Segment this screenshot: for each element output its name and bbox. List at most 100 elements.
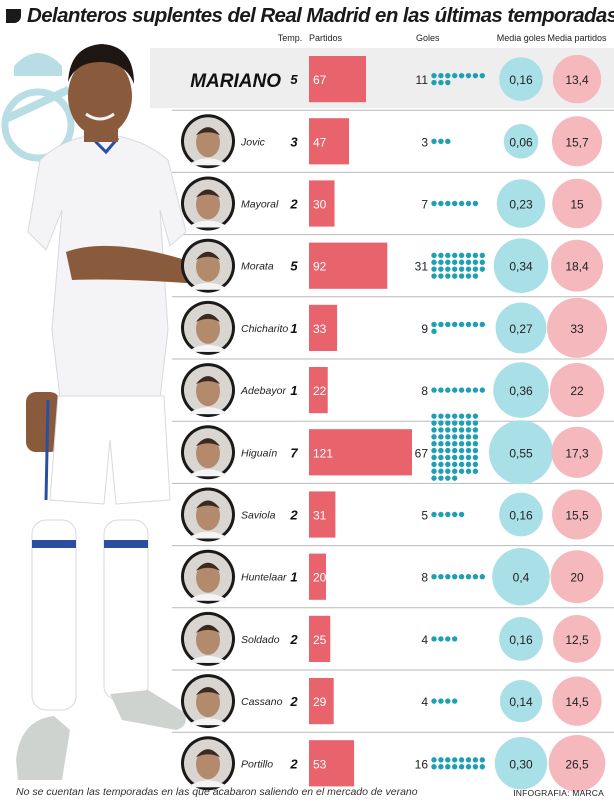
partidos-label: 92 [313, 260, 327, 274]
media-goles-circle [489, 420, 553, 485]
goal-dot [445, 321, 451, 328]
goal-dot [472, 454, 479, 461]
media-partidos-label: 15 [570, 198, 584, 212]
credit: INFOGRAFIA: MARCA [513, 788, 604, 798]
goal-dot [445, 413, 451, 419]
goal-dot [431, 511, 437, 518]
goal-dot [472, 757, 479, 763]
goal-dot [431, 72, 437, 79]
goal-dot [431, 273, 437, 279]
partidos-bar [309, 740, 355, 787]
player-name: Soldado [241, 634, 280, 646]
temporadas-value: 2 [289, 197, 298, 212]
partidos-bar [309, 304, 338, 351]
goal-dot [445, 273, 451, 279]
goal-dot [465, 468, 472, 474]
goal-dot [465, 434, 472, 440]
goal-dot [452, 475, 458, 481]
goal-dot [438, 441, 444, 447]
partidos-label: 25 [313, 633, 327, 647]
crest-ring [1, 88, 75, 162]
media-goles-label: 0,55 [509, 446, 533, 460]
portrait-shirt [190, 718, 226, 726]
goal-dot [445, 387, 451, 393]
media-partidos-circle [553, 615, 601, 663]
media-goles-circle [495, 302, 547, 354]
media-goles-label: 0,34 [509, 260, 533, 274]
player-portrait [181, 487, 235, 542]
goal-dot [452, 461, 458, 468]
goal-dot [445, 434, 451, 440]
goles-label: 16 [415, 757, 429, 771]
goal-dot [438, 413, 444, 419]
partidos-bar [309, 678, 334, 725]
player-shorts [49, 395, 171, 505]
header-partidos: Partidos [309, 33, 343, 43]
goal-dot [465, 764, 472, 770]
goles-label: 31 [415, 260, 429, 274]
goal-dot [445, 420, 451, 426]
goal-dot [472, 72, 479, 79]
goal-dot [458, 200, 465, 207]
goal-dot [458, 273, 465, 279]
partidos-bar [309, 553, 327, 600]
goal-dot [472, 413, 479, 419]
player-smile [85, 112, 115, 121]
goal-dot [438, 200, 444, 207]
media-partidos-circle [551, 426, 603, 478]
player-name: Mayoral [241, 199, 279, 211]
media-partidos-label: 26,5 [565, 757, 589, 771]
goal-dot [465, 252, 472, 259]
goal-dot [465, 427, 472, 433]
goal-dot [458, 420, 465, 426]
player-name: Huntelaar [241, 572, 287, 584]
media-partidos-circle [552, 676, 602, 726]
goal-dot [438, 252, 444, 259]
partidos-bar [309, 367, 328, 414]
goal-dot [445, 454, 451, 461]
goal-dot [452, 511, 458, 518]
media-partidos-label: 33 [570, 322, 584, 336]
media-goles-label: 0,16 [509, 509, 533, 523]
media-partidos-label: 15,5 [565, 509, 589, 523]
player-photo [16, 44, 200, 780]
goal-dot [438, 427, 444, 433]
goal-dot [458, 511, 465, 518]
portrait-hair [196, 624, 220, 633]
goal-dot [452, 441, 458, 447]
media-goles-circle [499, 617, 543, 661]
goal-dot [465, 200, 472, 207]
partidos-bar [309, 56, 367, 103]
player-name: Portillo [241, 758, 273, 770]
header-goles: Goles [416, 33, 440, 43]
media-goles-circle [503, 124, 539, 159]
goal-dot [438, 72, 444, 79]
goal-dot [431, 200, 437, 207]
goal-dot [445, 427, 451, 433]
partidos-label: 33 [313, 322, 327, 336]
goal-dot [472, 266, 479, 272]
goal-dot [431, 266, 437, 272]
goles-label: 4 [421, 695, 428, 709]
goal-dot [458, 764, 465, 770]
partidos-label: 30 [313, 198, 327, 212]
goles-label: 67 [415, 446, 429, 460]
goal-dot [452, 387, 458, 393]
goal-dot [452, 447, 458, 454]
goal-dot [452, 698, 458, 704]
goal-dot [445, 447, 451, 454]
goles-label: 7 [421, 198, 428, 212]
goal-dot [431, 441, 437, 447]
media-partidos-circle [549, 363, 605, 418]
goal-dot [445, 468, 451, 474]
goal-dot [472, 468, 479, 474]
temporadas-value: 3 [290, 134, 298, 149]
goal-dot [458, 72, 465, 79]
goal-dot [472, 764, 479, 770]
goal-dot [452, 454, 458, 461]
media-goles-circle [492, 547, 550, 606]
goal-dot [465, 259, 472, 265]
partidos-label: 67 [313, 73, 327, 87]
goal-dot [472, 273, 479, 279]
goal-dot [458, 447, 465, 454]
